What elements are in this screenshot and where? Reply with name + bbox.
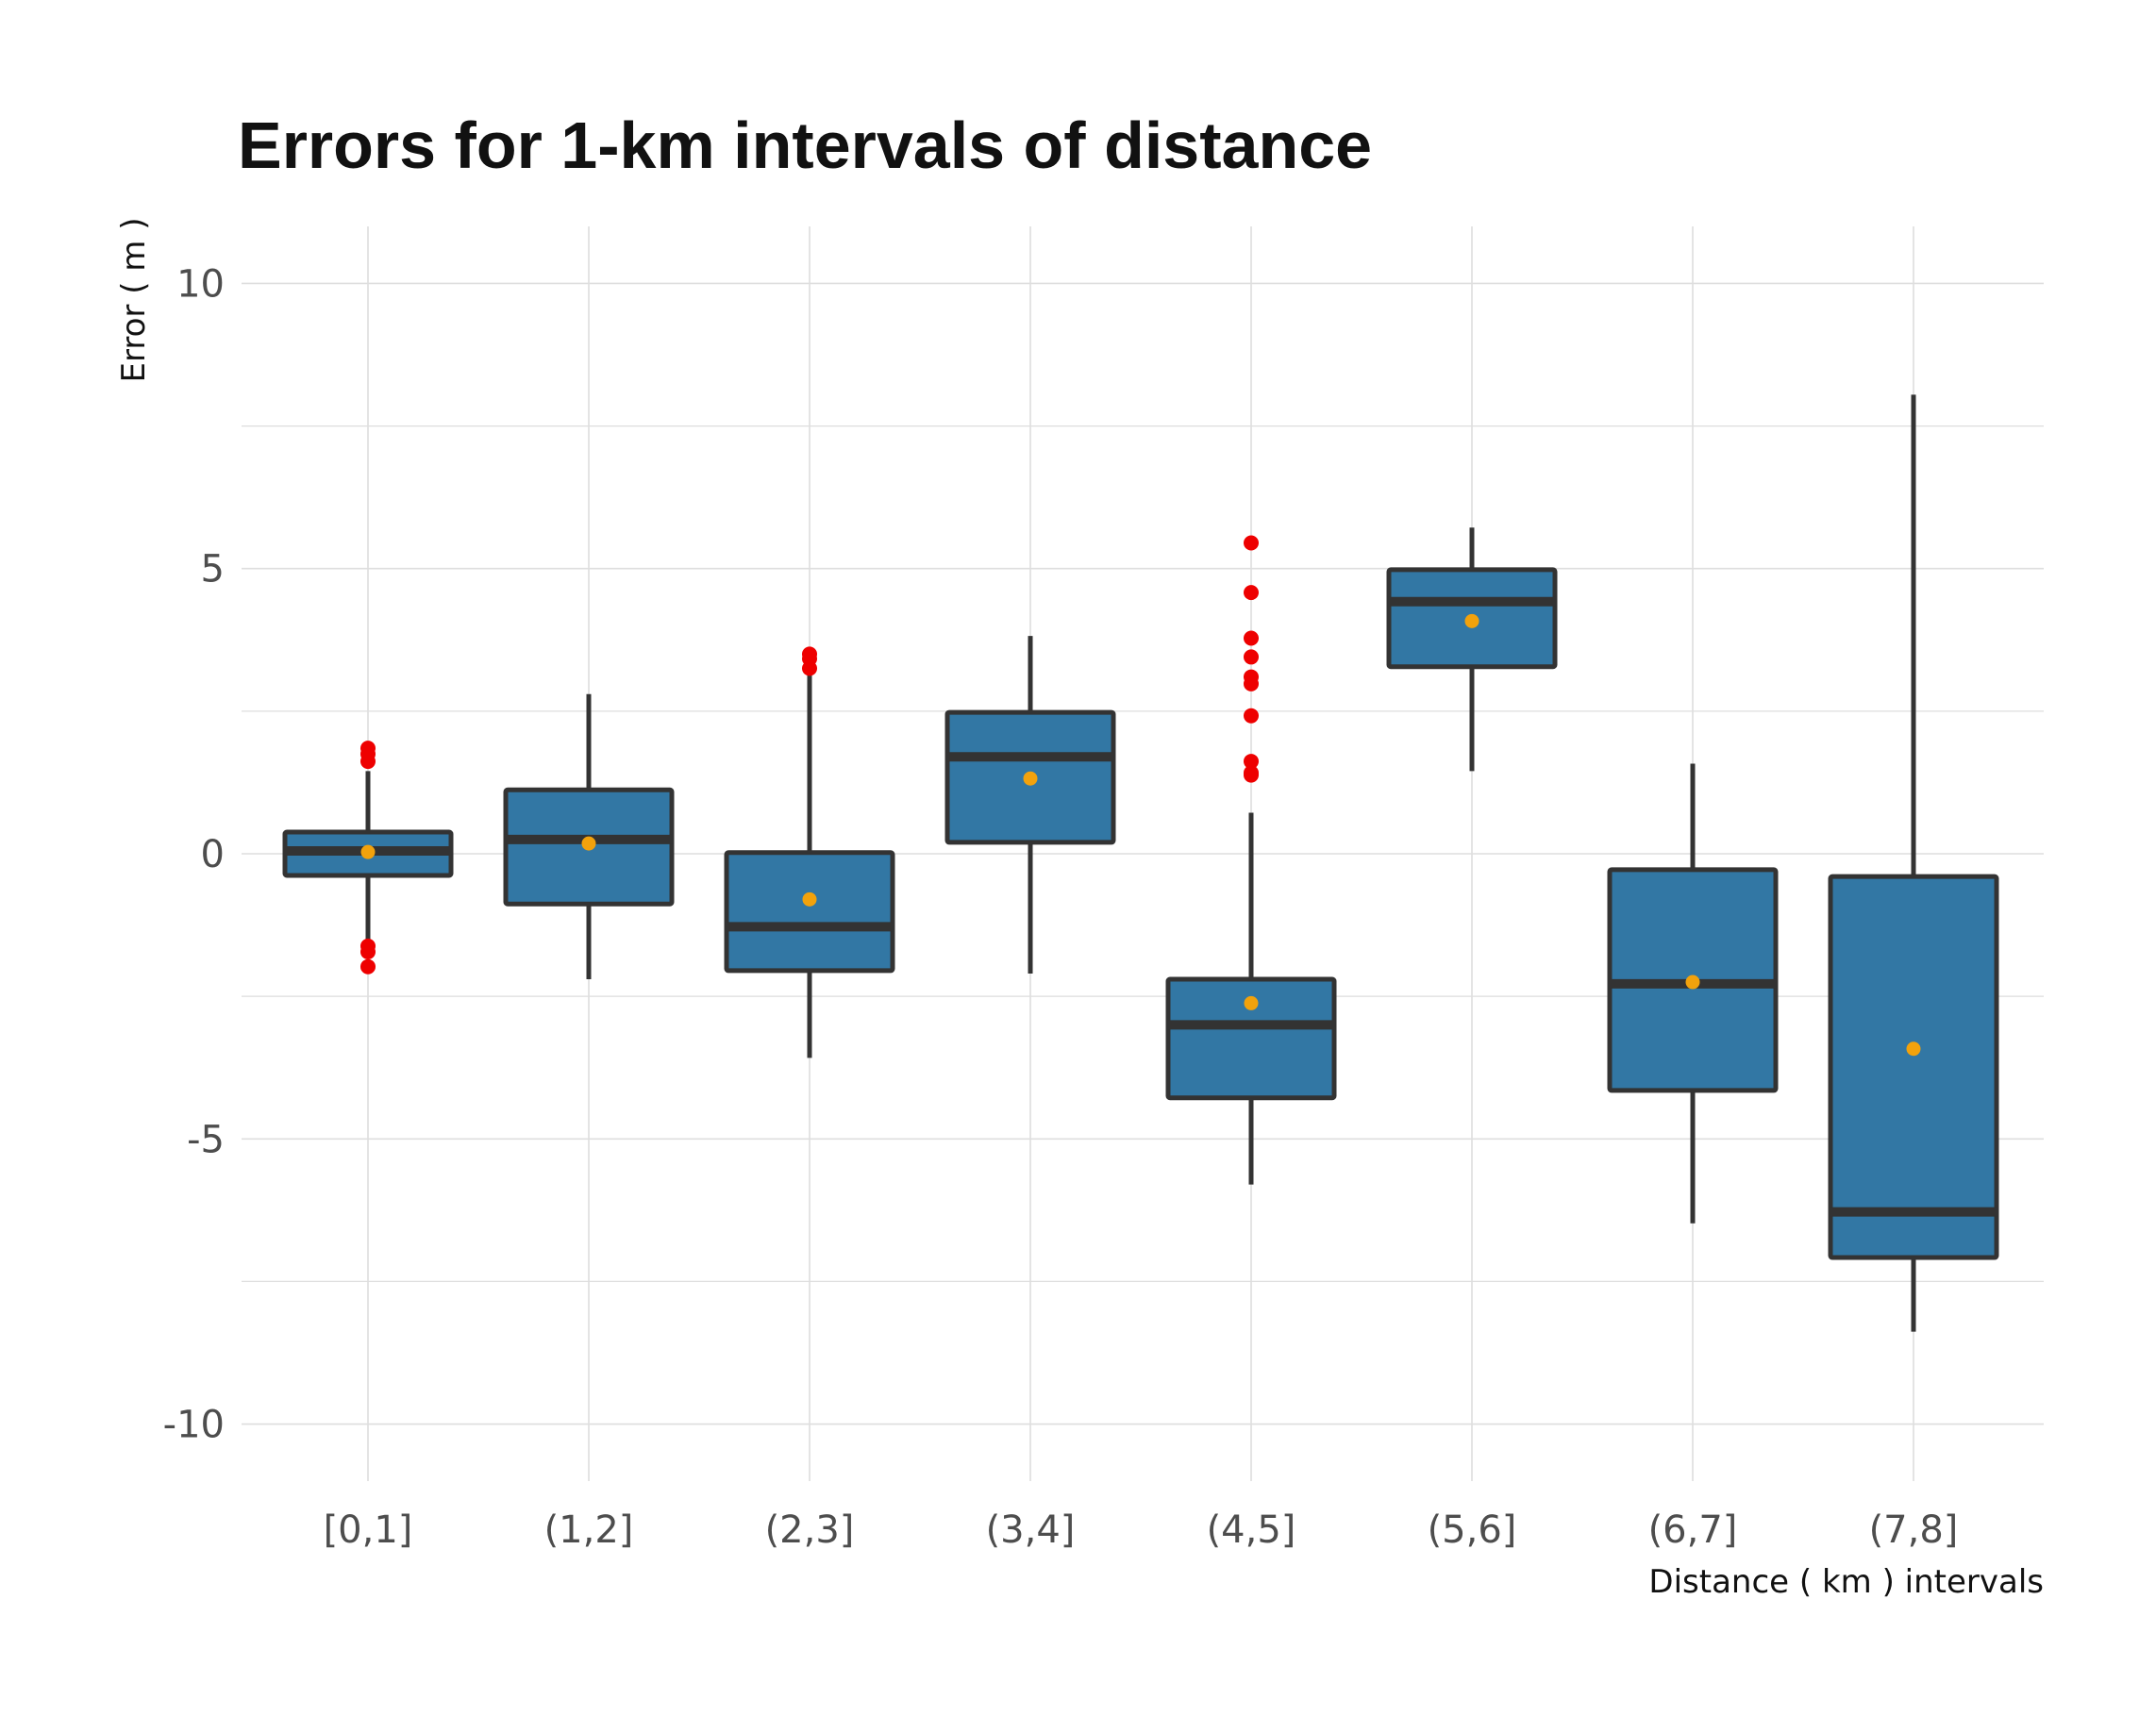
x-tick-label: (1,2] — [544, 1508, 634, 1552]
box-group — [282, 741, 454, 975]
outlier-point — [1244, 767, 1259, 783]
outlier-point — [1244, 630, 1259, 646]
x-tick-label: (6,7] — [1648, 1508, 1738, 1552]
outlier-point — [1244, 754, 1259, 770]
x-axis-ticks: [0,1] (1,2] (2,3] (3,4] (4,5] (5,6] (6,7] (7,8] — [324, 1508, 1959, 1552]
x-tick-label: (3,4] — [986, 1508, 1076, 1552]
box-group — [1607, 763, 1779, 1224]
y-tick-label: 0 — [201, 833, 225, 876]
y-tick-label: -10 — [163, 1404, 225, 1447]
y-axis-ticks: 10 5 0 -5 -10 — [163, 262, 225, 1446]
box-group — [503, 693, 675, 979]
mean-point — [802, 891, 817, 907]
box-group — [1828, 394, 1999, 1332]
outlier-point — [360, 943, 376, 959]
mean-point — [360, 844, 376, 859]
mean-point — [581, 836, 596, 851]
x-tick-label: (4,5] — [1207, 1508, 1296, 1552]
x-tick-label: [0,1] — [324, 1508, 413, 1552]
box-group — [724, 646, 895, 1058]
x-axis-label: Distance ( km ) intervals — [1648, 1563, 2044, 1601]
y-tick-label: 5 — [201, 548, 225, 591]
outlier-point — [1244, 675, 1259, 691]
chart-title: Errors for 1-km intervals of distance — [238, 108, 1372, 182]
outlier-point — [802, 660, 817, 676]
y-tick-label: -5 — [187, 1118, 225, 1161]
box-iqr — [1828, 874, 1999, 1260]
x-tick-label: (7,8] — [1869, 1508, 1959, 1552]
x-tick-label: (2,3] — [765, 1508, 855, 1552]
outlier-point — [1244, 535, 1259, 551]
y-tick-label: 10 — [176, 262, 225, 306]
mean-point — [1464, 613, 1479, 628]
mean-point — [1906, 1041, 1921, 1057]
boxes-layer — [282, 394, 1999, 1332]
box-group — [944, 636, 1116, 974]
outlier-point — [1244, 708, 1259, 724]
box-group — [1386, 527, 1558, 772]
outlier-point — [360, 958, 376, 975]
box-group — [1165, 535, 1337, 1185]
mean-point — [1685, 975, 1700, 990]
mean-point — [1023, 771, 1038, 786]
box-iqr — [724, 850, 895, 974]
outlier-point — [1244, 585, 1259, 601]
mean-point — [1244, 995, 1259, 1010]
outlier-point — [360, 754, 376, 770]
box-iqr — [1165, 976, 1337, 1101]
x-tick-label: (5,6] — [1428, 1508, 1517, 1552]
outlier-point — [1244, 649, 1259, 665]
y-axis-label: Error ( m ) — [115, 218, 153, 383]
